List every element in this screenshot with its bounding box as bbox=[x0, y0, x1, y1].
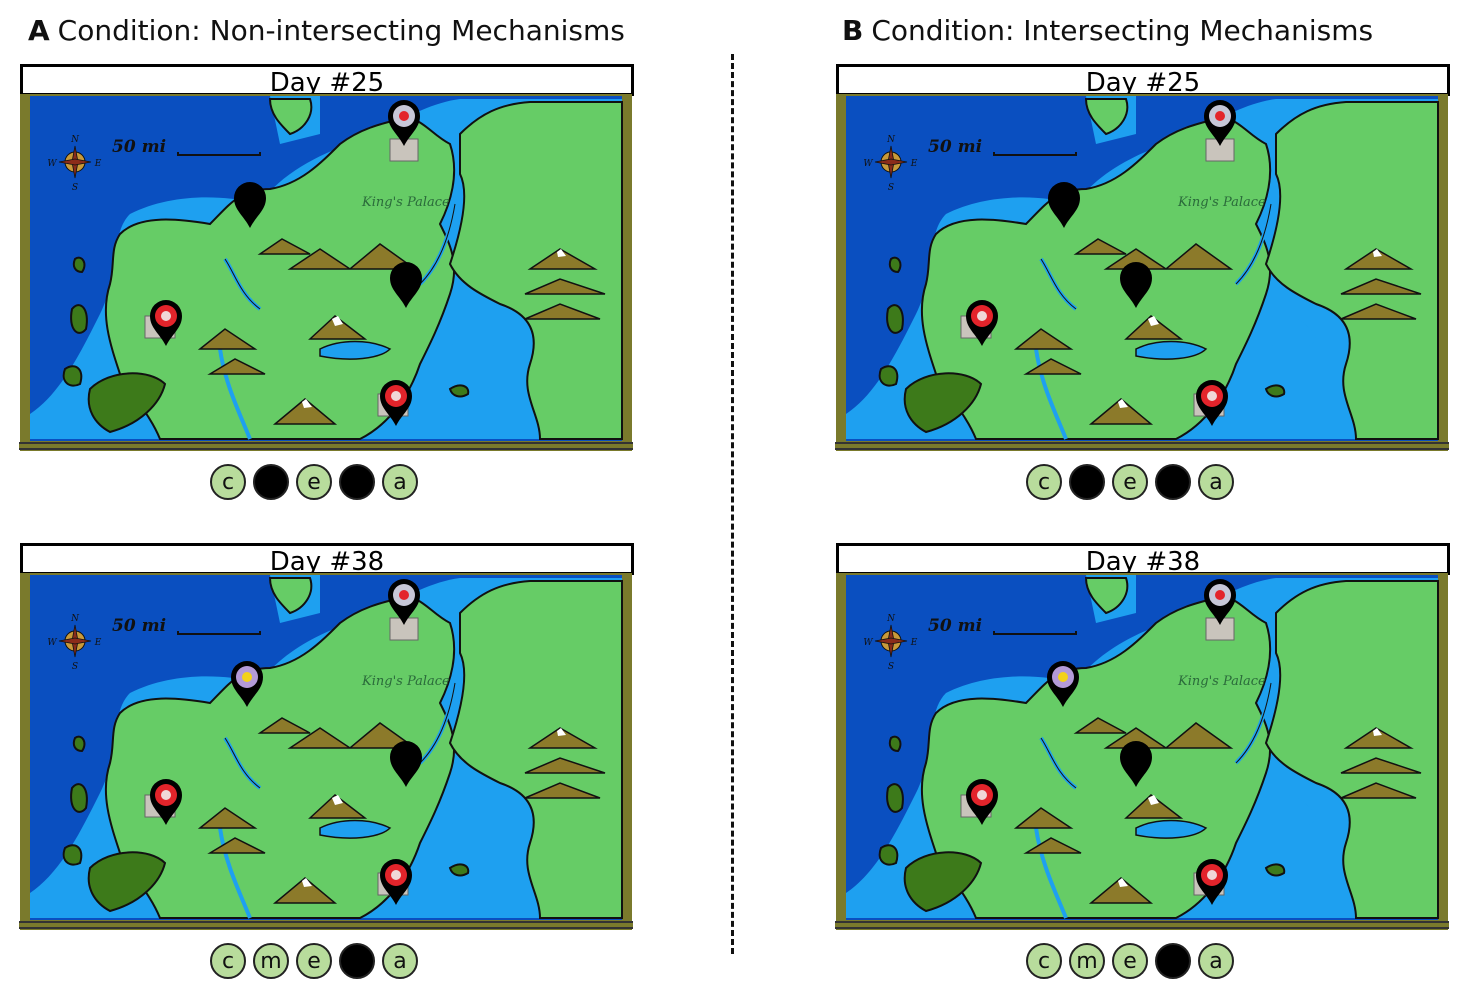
south-castle-pin bbox=[1196, 380, 1228, 426]
compass-w-label: W bbox=[47, 638, 57, 648]
map-illustration: N S E W 50 mi King's Palace bbox=[20, 573, 632, 930]
token-blank bbox=[339, 943, 375, 979]
palace-pin bbox=[388, 100, 420, 146]
north-tower-pin bbox=[1048, 182, 1080, 228]
palace-label: King's Palace bbox=[1177, 195, 1266, 210]
token-m: m bbox=[1069, 943, 1105, 979]
compass-n-label: N bbox=[70, 614, 80, 624]
west-castle-pin bbox=[966, 779, 998, 825]
compass-e-label: E bbox=[910, 638, 918, 648]
day-banner: Day #38 bbox=[836, 543, 1450, 575]
token-e: e bbox=[1112, 464, 1148, 500]
compass-s-label: S bbox=[72, 183, 78, 193]
south-castle-pin bbox=[380, 380, 412, 426]
token-blank bbox=[1069, 464, 1105, 500]
token-e: e bbox=[296, 943, 332, 979]
token-c: c bbox=[1026, 943, 1062, 979]
day-banner: Day #38 bbox=[20, 543, 634, 575]
compass-n-label: N bbox=[886, 135, 896, 145]
compass-w-label: W bbox=[47, 159, 57, 169]
token-c: c bbox=[1026, 464, 1062, 500]
center-tower-pin bbox=[1120, 741, 1152, 787]
map-bottom-rail bbox=[835, 442, 1449, 450]
compass-e-label: E bbox=[94, 159, 102, 169]
palace-label: King's Palace bbox=[361, 195, 450, 210]
palace-pin bbox=[1204, 579, 1236, 625]
condition-a-title: A Condition: Non-intersecting Mechanisms bbox=[28, 14, 625, 47]
north-tower-pin bbox=[234, 182, 266, 228]
condition-a-label: Condition: Non-intersecting Mechanisms bbox=[57, 14, 625, 47]
south-castle-pin bbox=[1196, 859, 1228, 905]
map-bottom-rail bbox=[19, 442, 633, 450]
token-blank bbox=[339, 464, 375, 500]
token-a: a bbox=[382, 943, 418, 979]
map: N S E W 50 mi King's Palace bbox=[20, 94, 632, 451]
west-castle-pin bbox=[150, 779, 182, 825]
scale-label: 50 mi bbox=[928, 616, 982, 636]
token-e: e bbox=[296, 464, 332, 500]
compass-s-label: S bbox=[72, 662, 78, 672]
token-blank bbox=[1155, 464, 1191, 500]
north-tower-pin bbox=[231, 661, 263, 707]
west-castle-pin bbox=[150, 300, 182, 346]
token-blank bbox=[253, 464, 289, 500]
east-tower-pin bbox=[390, 262, 422, 308]
palace-label: King's Palace bbox=[361, 674, 450, 689]
west-castle-pin bbox=[966, 300, 998, 346]
map: N S E W 50 mi King's Palace bbox=[20, 573, 632, 930]
compass-w-label: W bbox=[863, 638, 873, 648]
compass-s-label: S bbox=[888, 662, 894, 672]
day-banner: Day #25 bbox=[836, 64, 1450, 96]
token-c: c bbox=[210, 943, 246, 979]
map-bottom-rail bbox=[19, 921, 633, 929]
palace-pin bbox=[388, 579, 420, 625]
condition-b-title: B Condition: Intersecting Mechanisms bbox=[842, 14, 1373, 47]
scale-label: 50 mi bbox=[928, 137, 982, 157]
token-m: m bbox=[253, 943, 289, 979]
condition-b-label: Condition: Intersecting Mechanisms bbox=[871, 14, 1374, 47]
token-c: c bbox=[210, 464, 246, 500]
condition-divider bbox=[731, 54, 734, 954]
map-illustration: N S E W 50 mi King's Palace bbox=[836, 573, 1448, 930]
south-castle-pin bbox=[380, 859, 412, 905]
map-bottom-rail bbox=[835, 921, 1449, 929]
token-blank bbox=[1155, 943, 1191, 979]
palace-label: King's Palace bbox=[1177, 674, 1266, 689]
token-a: a bbox=[1198, 943, 1234, 979]
compass-e-label: E bbox=[910, 159, 918, 169]
token-a: a bbox=[1198, 464, 1234, 500]
scale-label: 50 mi bbox=[112, 616, 166, 636]
map: N S E W 50 mi King's Palace bbox=[836, 94, 1448, 451]
east-tower-pin bbox=[390, 741, 422, 787]
token-a: a bbox=[382, 464, 418, 500]
map-illustration: N S E W 50 mi King's Palace bbox=[20, 94, 632, 451]
compass-e-label: E bbox=[94, 638, 102, 648]
condition-b-letter: B bbox=[842, 14, 864, 47]
north-tower-pin bbox=[1047, 661, 1079, 707]
compass-w-label: W bbox=[863, 159, 873, 169]
compass-s-label: S bbox=[888, 183, 894, 193]
compass-n-label: N bbox=[886, 614, 896, 624]
compass-n-label: N bbox=[70, 135, 80, 145]
map: N S E W 50 mi King's Palace bbox=[836, 573, 1448, 930]
day-banner: Day #25 bbox=[20, 64, 634, 96]
map-illustration: N S E W 50 mi King's Palace bbox=[836, 94, 1448, 451]
token-e: e bbox=[1112, 943, 1148, 979]
center-tower-pin bbox=[1120, 262, 1152, 308]
condition-a-letter: A bbox=[28, 14, 50, 47]
scale-label: 50 mi bbox=[112, 137, 166, 157]
palace-pin bbox=[1204, 100, 1236, 146]
